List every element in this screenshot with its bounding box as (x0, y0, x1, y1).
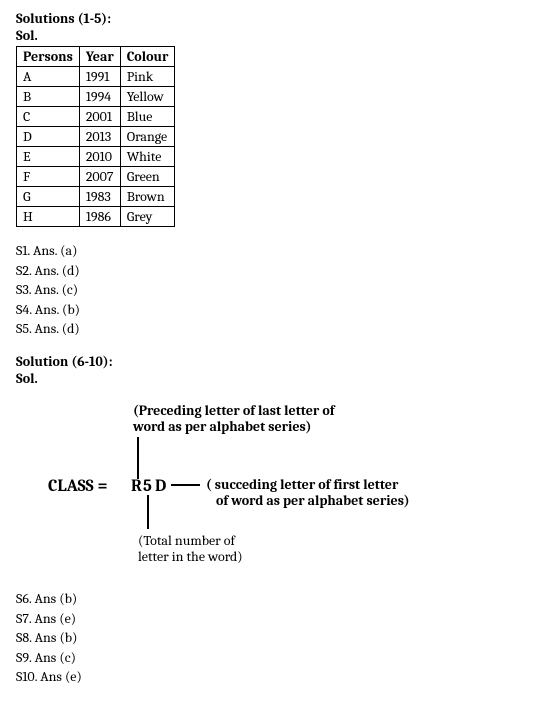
answer-line: S2. Ans. (d) (16, 261, 521, 281)
col-year: Year (79, 47, 120, 67)
table-row: E2010White (17, 147, 175, 167)
answers-6-10: S6. Ans (b)S7. Ans (e)S8. Ans (b)S9. Ans… (16, 589, 521, 687)
table-cell: 1994 (79, 87, 120, 107)
section1-sol: Sol. (16, 27, 521, 44)
table-cell: 2013 (79, 127, 120, 147)
table-cell: 1983 (79, 187, 120, 207)
table-row: A1991Pink (17, 67, 175, 87)
note-bottom-1: (Total number of (138, 532, 237, 549)
note-top-1: (Preceding letter of last letter of (133, 402, 336, 419)
table-cell: 1991 (79, 67, 120, 87)
table-row: D2013Orange (17, 127, 175, 147)
table-cell: D (17, 127, 80, 147)
table-cell: Blue (120, 107, 175, 127)
answer-line: S8. Ans (b) (16, 628, 521, 648)
answer-line: S9. Ans (c) (16, 648, 521, 668)
table-row: B1994Yellow (17, 87, 175, 107)
solutions-table: Persons Year Colour A1991PinkB1994Yellow… (16, 46, 175, 227)
diagram-svg: (Preceding letter of last letter of word… (16, 401, 416, 571)
table-cell: Yellow (120, 87, 175, 107)
code-5: 5 (143, 477, 152, 496)
table-cell: E (17, 147, 80, 167)
section1-heading: Solutions (1-5): (16, 10, 521, 27)
table-cell: Orange (120, 127, 175, 147)
table-cell: 2007 (79, 167, 120, 187)
table-cell: 2010 (79, 147, 120, 167)
class-diagram: (Preceding letter of last letter of word… (16, 401, 521, 571)
col-colour: Colour (120, 47, 175, 67)
answer-line: S10. Ans (e) (16, 667, 521, 687)
table-cell: F (17, 167, 80, 187)
answers-1-5: S1. Ans. (a)S2. Ans. (d)S3. Ans. (c)S4. … (16, 241, 521, 339)
section2-heading: Solution (6-10): (16, 353, 521, 370)
note-top-2: word as per alphabet series) (132, 418, 311, 435)
table-cell: Grey (120, 207, 175, 227)
note-right-1: ( succeding letter of first letter (206, 476, 399, 493)
answer-line: S1. Ans. (a) (16, 241, 521, 261)
answer-line: S4. Ans. (b) (16, 300, 521, 320)
table-row: F2007Green (17, 167, 175, 187)
table-cell: White (120, 147, 175, 167)
table-cell: Brown (120, 187, 175, 207)
answer-line: S5. Ans. (d) (16, 319, 521, 339)
table-row: G1983Brown (17, 187, 175, 207)
note-bottom-2: letter in the word) (138, 548, 243, 565)
table-cell: Green (120, 167, 175, 187)
answer-line: S6. Ans (b) (16, 589, 521, 609)
table-row: H1986Grey (17, 207, 175, 227)
answer-line: S3. Ans. (c) (16, 280, 521, 300)
section2-sol: Sol. (16, 370, 521, 387)
table-cell: 1986 (79, 207, 120, 227)
table-cell: A (17, 67, 80, 87)
answer-line: S7. Ans (e) (16, 609, 521, 629)
col-persons: Persons (17, 47, 80, 67)
class-label: CLASS = (48, 477, 108, 496)
table-cell: B (17, 87, 80, 107)
code-d: D (155, 477, 166, 496)
code-r: R (131, 477, 142, 496)
table-cell: G (17, 187, 80, 207)
table-cell: C (17, 107, 80, 127)
table-cell: 2001 (79, 107, 120, 127)
table-cell: H (17, 207, 80, 227)
table-cell: Pink (120, 67, 175, 87)
table-row: C2001Blue (17, 107, 175, 127)
note-right-2: of word as per alphabet series) (216, 492, 410, 509)
